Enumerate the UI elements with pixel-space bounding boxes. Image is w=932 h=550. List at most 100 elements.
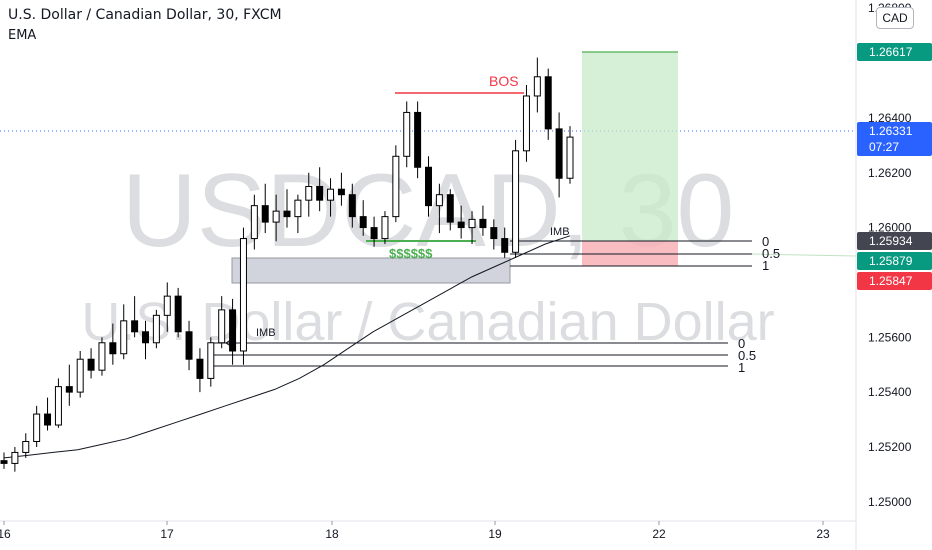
candle-body [359,216,367,229]
x-tick-label: 17 [160,527,174,541]
y-axis-ticks: 1.268001.264001.262001.260001.256001.254… [868,1,912,509]
candle-body [337,188,345,196]
candle [196,348,204,393]
candle [142,320,149,360]
candle [174,287,182,338]
candle [131,296,139,338]
candle [261,183,269,234]
candle-body [229,309,237,352]
imb-lower-label: IMB [256,327,276,339]
candle-body [533,76,541,97]
candle [87,348,95,379]
currency-button[interactable]: CAD [876,7,914,29]
candle-body [22,440,30,453]
candle-body [566,136,574,179]
candle-body [544,76,552,130]
candle [98,337,106,376]
candle [566,126,574,184]
candle-body [185,331,193,360]
imb-lower-level-0: 0 [738,336,745,351]
candle-body [501,238,509,253]
candle [468,211,476,245]
y-tick-label: 1.26200 [868,166,912,180]
candle-body [11,451,19,464]
price-label-text: 1.25879 [869,254,913,268]
bos-label: BOS [489,73,519,89]
candle-body [435,194,443,207]
price-label-level: 1.25879 [857,252,932,270]
candle [490,219,498,250]
candle-body [261,205,269,223]
candle-body [327,188,335,201]
candle-body [196,358,204,379]
candle-body [44,413,52,426]
candle [414,101,422,179]
candle [425,156,432,217]
candle-body [512,150,520,253]
x-tick-label: 18 [325,527,339,541]
candle-body [381,216,389,240]
indicator-label: EMA [8,28,37,43]
y-tick-label: 1.25600 [868,330,912,344]
candle [207,337,215,387]
candle-body [152,314,160,344]
candle-body [54,386,62,426]
price-label-entry: 1.25934 [857,232,932,250]
candle-body [98,342,106,371]
candle [392,145,400,223]
candle [76,350,84,398]
price-label-text: 1.26331 [869,124,913,138]
candle [33,405,41,447]
candle-body [174,295,182,333]
candle-body [272,210,280,223]
y-tick-label: 1.25200 [868,440,912,454]
target-zone [582,52,678,241]
candle-body [479,218,487,229]
candle [359,200,367,236]
candle [65,364,73,406]
candle-body [239,238,247,352]
x-tick-label: 16 [0,527,11,541]
candle [185,320,193,371]
liquidity-label: $$$$$$ [389,246,433,261]
candle [512,139,520,258]
candle [294,194,302,234]
candle-body [76,358,84,393]
x-tick-label: 19 [488,527,502,541]
x-tick-label: 23 [816,527,830,541]
candle [120,304,128,360]
candle [305,172,313,217]
candle [11,446,19,472]
candle-body [392,155,400,218]
candle-body [0,460,8,464]
price-label-current: 1.26331 07:27 [857,122,932,156]
candle [544,68,552,140]
candle-body [87,358,95,371]
candle [348,183,356,228]
candle [446,189,454,231]
candle-body [490,227,498,240]
candle [250,194,258,250]
candle [337,172,345,206]
countdown-text: 07:27 [869,140,899,154]
ema-line [3,235,571,459]
candle-body [468,218,476,229]
candle-body [142,331,149,344]
candle [22,433,30,458]
x-axis-ticks: 16 17 18 19 22 23 [0,521,830,541]
candle [109,323,117,365]
candle [272,194,280,242]
candle-body [403,111,411,157]
candle-body [131,320,139,333]
candle-body [65,386,73,393]
imb-upper-level-1: 1 [762,258,769,273]
candle [479,205,487,236]
candle [152,309,160,349]
candle-body [446,194,454,223]
candle [239,227,247,365]
watermark-description: U.S. Dollar / Canadian Dollar [81,292,774,352]
price-label-take-profit: 1.26617 [857,43,932,61]
y-tick-label: 1.25000 [868,495,912,509]
candle [403,101,411,168]
